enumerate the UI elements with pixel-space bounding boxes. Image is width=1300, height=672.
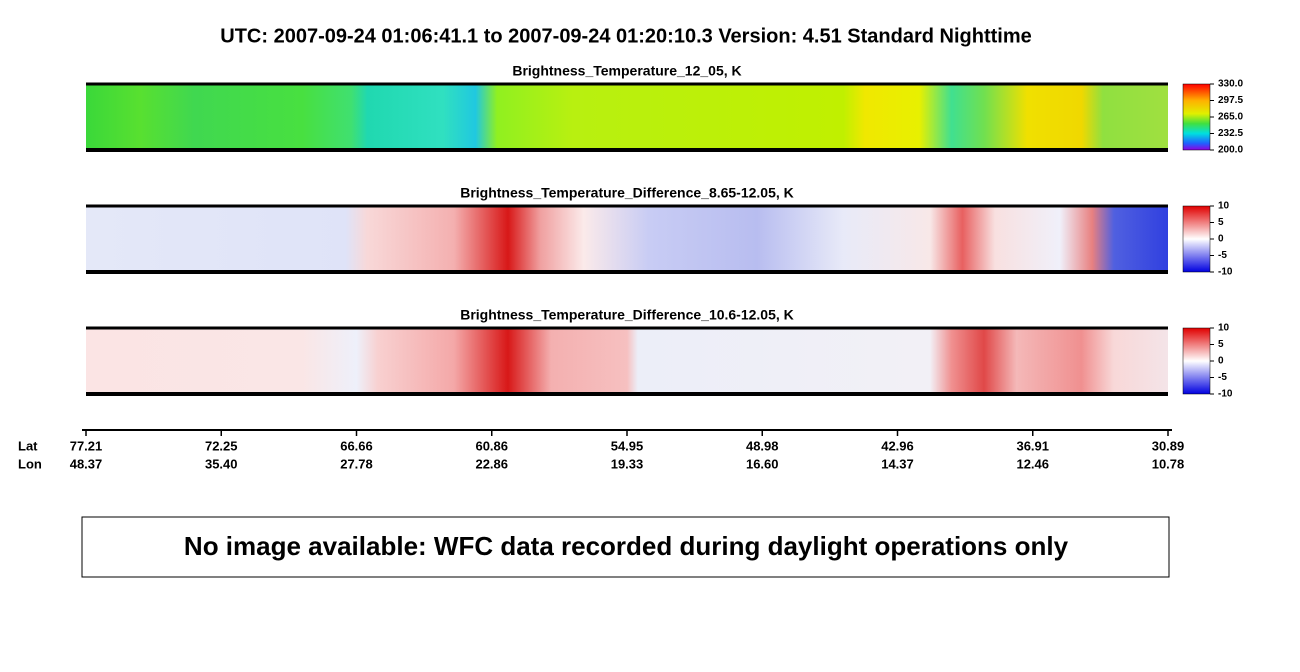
- colorbar-label: 297.5: [1218, 95, 1243, 106]
- lon-label: 12.46: [1016, 456, 1049, 471]
- image-strip: [86, 206, 1168, 272]
- lon-label: 35.40: [205, 456, 238, 471]
- colorbar-label: 10: [1218, 323, 1230, 334]
- colorbar: [1182, 327, 1211, 395]
- lon-label: 16.60: [746, 456, 779, 471]
- colorbar-label: -10: [1218, 267, 1233, 278]
- lat-label: 30.89: [1152, 438, 1185, 453]
- panel-title: Brightness_Temperature_Difference_8.65-1…: [460, 185, 794, 201]
- lon-label: 10.78: [1152, 456, 1185, 471]
- axis: Lat Lon 77.21 48.37 72.25 35.40 66.66 27.78 60.8…: [18, 430, 1184, 471]
- lon-label: 48.37: [70, 456, 103, 471]
- lat-label: 77.21: [70, 438, 103, 453]
- lat-label: 66.66: [340, 438, 373, 453]
- lon-label: 22.86: [475, 456, 508, 471]
- colorbar-label: -10: [1218, 389, 1233, 400]
- image-strip: [86, 84, 1168, 150]
- lon-label: 27.78: [340, 456, 373, 471]
- colorbar-label: 232.5: [1218, 128, 1243, 139]
- lat-label: 48.98: [746, 438, 779, 453]
- lat-label: 36.91: [1016, 438, 1049, 453]
- row-label: Lon: [18, 456, 42, 471]
- lon-label: 19.33: [611, 456, 644, 471]
- message-box: [81, 516, 1170, 578]
- lat-label: 42.96: [881, 438, 914, 453]
- title: UTC: 2007-09-24 01:06:41.1 to 2007-09-24…: [220, 25, 1031, 47]
- colorbar-label: 330.0: [1218, 79, 1243, 90]
- image-strip: [86, 328, 1168, 394]
- colorbar-label: 5: [1218, 339, 1224, 350]
- lat-label: 60.86: [475, 438, 508, 453]
- panel-title: Brightness_Temperature_12_05, K: [512, 63, 741, 79]
- colorbar-label: 200.0: [1218, 145, 1243, 156]
- colorbar-label: 0: [1218, 234, 1224, 245]
- lat-label: 72.25: [205, 438, 238, 453]
- message: No image available: WFC data recorded du…: [184, 531, 1069, 561]
- colorbar-label: 5: [1218, 217, 1224, 228]
- colorbar-label: -5: [1218, 250, 1227, 261]
- panels: Brightness_Temperature_12_05, K 330.0 297.…: [86, 63, 1243, 400]
- colorbar: [1182, 83, 1211, 151]
- row-label: Lat: [18, 438, 38, 453]
- lat-label: 54.95: [611, 438, 644, 453]
- lon-label: 14.37: [881, 456, 914, 471]
- colorbar-label: 10: [1218, 201, 1230, 212]
- colorbar-label: -5: [1218, 372, 1227, 383]
- colorbar: [1182, 205, 1211, 273]
- colorbar-label: 0: [1218, 356, 1224, 367]
- colorbar-label: 265.0: [1218, 112, 1243, 123]
- panel-title: Brightness_Temperature_Difference_10.6-1…: [460, 307, 794, 323]
